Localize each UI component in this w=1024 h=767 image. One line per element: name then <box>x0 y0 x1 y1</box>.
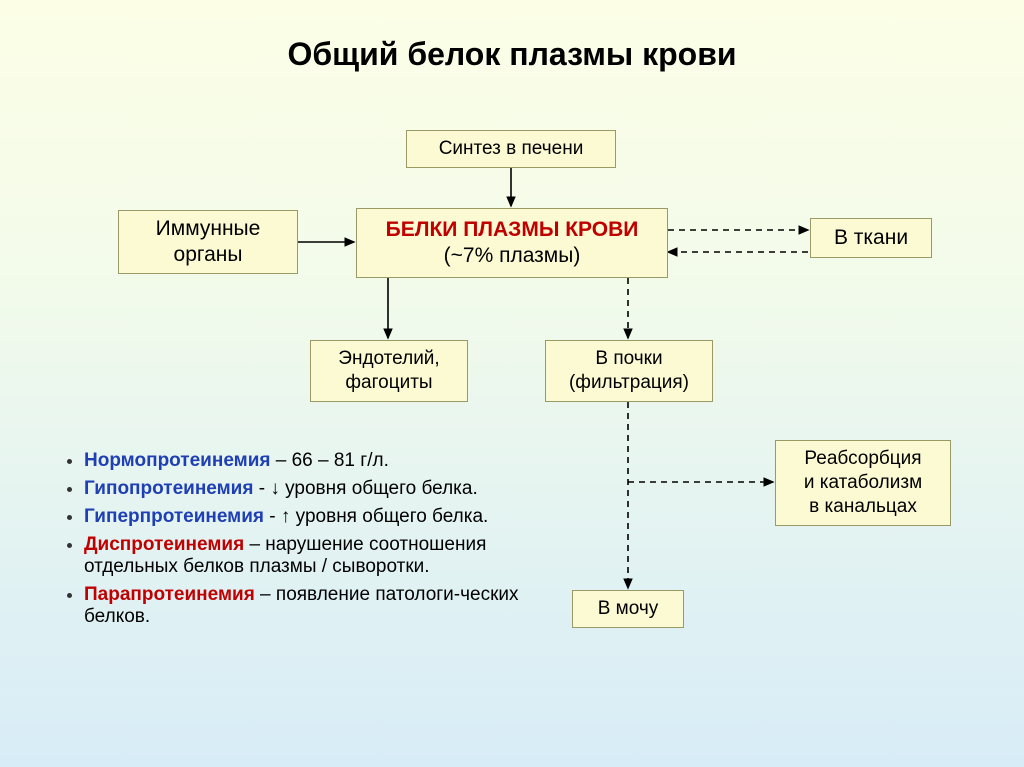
box-synthesis: Синтез в печени <box>406 130 616 168</box>
definition-item: Гипопротеинемия - ↓ уровня общего белка. <box>84 478 570 500</box>
box-text: В почки <box>595 347 662 371</box>
term: Гиперпротеинемия <box>84 506 264 527</box>
box-text: Синтез в печени <box>439 137 584 161</box>
box-kidney: В почки (фильтрация) <box>545 340 713 402</box>
term: Диспротеинемия <box>84 534 244 555</box>
box-text: (фильтрация) <box>569 371 689 395</box>
box-text: Эндотелий, <box>338 347 439 371</box>
term-description: – 66 – 81 г/л. <box>270 450 388 471</box>
definition-item: Диспротеинемия – нарушение соотношения о… <box>84 534 570 578</box>
box-endothelium: Эндотелий, фагоциты <box>310 340 468 402</box>
definition-item: Гиперпротеинемия - ↑ уровня общего белка… <box>84 506 570 528</box>
box-text: (~7% плазмы) <box>444 243 581 269</box>
definition-item: Нормопротеинемия – 66 – 81 г/л. <box>84 450 570 472</box>
box-text: Реабсорбция <box>804 447 921 471</box>
box-text: Иммунные <box>156 216 261 242</box>
term-description: - ↑ уровня общего белка. <box>264 506 488 527</box>
box-text: В ткани <box>834 225 908 251</box>
page-title: Общий белок плазмы крови <box>0 36 1024 73</box>
box-immune-organs: Иммунные органы <box>118 210 298 274</box>
term: Гипопротеинемия <box>84 478 253 499</box>
box-urine: В мочу <box>572 590 684 628</box>
box-text: и катаболизм <box>804 471 922 495</box>
box-tissue: В ткани <box>810 218 932 258</box>
term: Нормопротеинемия <box>84 450 270 471</box>
box-plasma-proteins: БЕЛКИ ПЛАЗМЫ КРОВИ (~7% плазмы) <box>356 208 668 278</box>
box-text: В мочу <box>598 597 659 621</box>
box-reabsorption: Реабсорбция и катаболизм в канальцах <box>775 440 951 526</box>
term: Парапротеинемия <box>84 584 255 605</box>
box-text: БЕЛКИ ПЛАЗМЫ КРОВИ <box>386 217 639 243</box>
box-text: фагоциты <box>345 371 432 395</box>
box-text: органы <box>174 242 243 268</box>
box-text: в канальцах <box>809 495 917 519</box>
term-description: - ↓ уровня общего белка. <box>253 478 477 499</box>
definition-item: Парапротеинемия – появление патологи-чес… <box>84 584 570 628</box>
definitions-list: Нормопротеинемия – 66 – 81 г/л. Гипопроте… <box>60 450 570 634</box>
